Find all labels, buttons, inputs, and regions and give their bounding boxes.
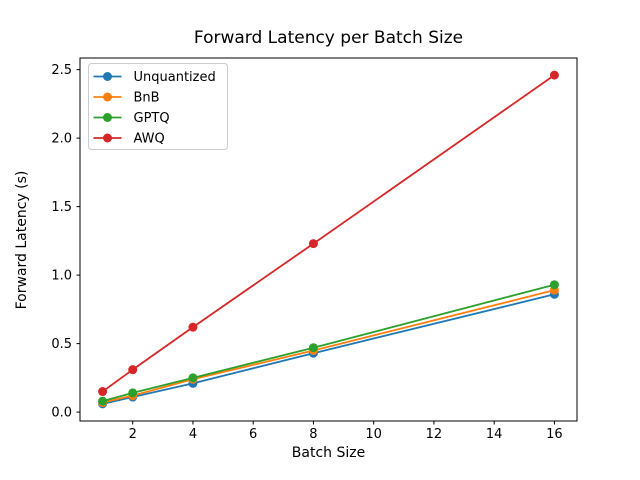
- x-tick-label: 4: [189, 427, 197, 442]
- x-tick-label: 14: [486, 427, 503, 442]
- legend-label-awq: AWQ: [134, 132, 165, 147]
- x-axis-label: Batch Size: [291, 445, 366, 461]
- x-tick-label: 16: [546, 427, 563, 442]
- y-tick-label: 1.0: [51, 269, 72, 284]
- series-marker-awq: [549, 70, 559, 80]
- x-tick-label: 8: [309, 427, 317, 442]
- series-marker-awq: [128, 365, 138, 375]
- y-tick-label: 0.5: [51, 337, 72, 352]
- y-tick-label: 2.5: [51, 63, 72, 78]
- legend-label-gptq: GPTQ: [134, 111, 170, 126]
- x-tick-label: 6: [249, 427, 257, 442]
- series-marker-gptq: [549, 280, 559, 290]
- series-line-unquantized: [102, 293, 555, 405]
- y-tick-label: 2.0: [51, 132, 72, 147]
- legend-label-bnb: BnB: [134, 91, 160, 106]
- series-marker-awq: [308, 239, 318, 249]
- series-marker-gptq: [308, 343, 318, 353]
- legend-swatch-marker-bnb: [103, 92, 112, 102]
- axes-spines: [79, 57, 578, 422]
- x-tick-label: 10: [365, 427, 382, 442]
- series-marker-gptq: [188, 373, 198, 383]
- series-marker-awq: [188, 322, 198, 332]
- y-tick-label: 0.0: [51, 406, 72, 421]
- series-marker-awq: [98, 387, 108, 397]
- x-tick-label: 2: [129, 427, 137, 442]
- x-tick-label: 12: [426, 427, 443, 442]
- y-axis-label: Forward Latency (s): [14, 170, 30, 310]
- legend-swatch-marker-awq: [103, 133, 112, 143]
- legend-swatch-marker-unquantized: [103, 72, 112, 81]
- legend: [88, 63, 228, 150]
- legend-swatch-marker-gptq: [103, 113, 112, 122]
- series-marker-gptq: [98, 396, 108, 406]
- legend-label-unquantized: Unquantized: [134, 70, 216, 85]
- chart-title: Forward Latency per Batch Size: [193, 28, 464, 48]
- y-tick-label: 1.5: [51, 200, 72, 215]
- series-marker-gptq: [128, 388, 138, 398]
- series-line-bnb: [102, 289, 555, 404]
